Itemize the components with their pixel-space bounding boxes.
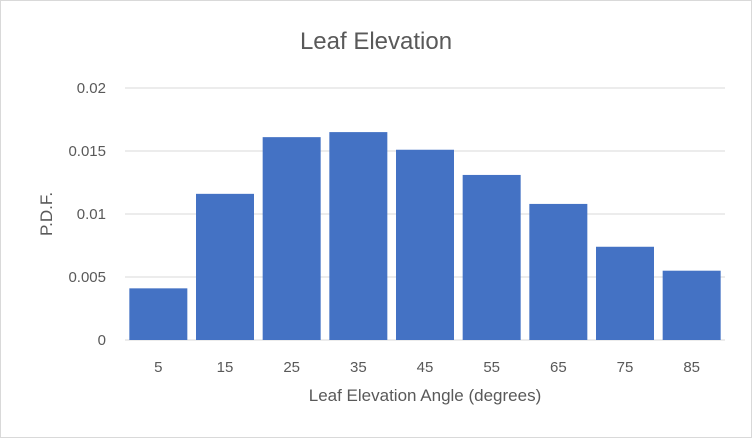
- y-axis-title: P.D.F.: [37, 192, 56, 236]
- bar-55: [462, 174, 521, 340]
- bar-5: [129, 288, 188, 340]
- chart-title: Leaf Elevation: [300, 28, 452, 55]
- bar-35: [329, 132, 388, 340]
- x-tick-label: 5: [154, 359, 162, 376]
- y-tick-label: 0.015: [68, 143, 106, 160]
- bar-75: [596, 246, 654, 340]
- x-tick-label: 15: [217, 359, 234, 376]
- x-tick-label: 85: [683, 359, 700, 376]
- x-tick-labels: 5 15 25 35 45 55 65 75 85: [154, 359, 700, 376]
- x-tick-label: 75: [617, 359, 634, 376]
- x-tick-label: 65: [550, 359, 567, 376]
- x-tick-label: 25: [283, 359, 300, 376]
- x-axis-title: Leaf Elevation Angle (degrees): [309, 386, 542, 405]
- y-tick-label: 0.01: [77, 206, 106, 223]
- bar-85: [662, 270, 721, 340]
- bar-15: [196, 193, 254, 340]
- y-tick-label: 0: [98, 332, 106, 349]
- y-tick-label: 0.005: [68, 269, 106, 286]
- x-tick-label: 55: [483, 359, 500, 376]
- y-tick-labels: 0 0.005 0.01 0.015 0.02: [68, 80, 106, 349]
- bar-65: [529, 203, 588, 340]
- bars: [129, 132, 721, 340]
- y-tick-label: 0.02: [77, 80, 106, 97]
- x-tick-label: 35: [350, 359, 367, 376]
- bar-25: [262, 137, 321, 340]
- bar-45: [396, 149, 454, 340]
- x-tick-label: 45: [417, 359, 434, 376]
